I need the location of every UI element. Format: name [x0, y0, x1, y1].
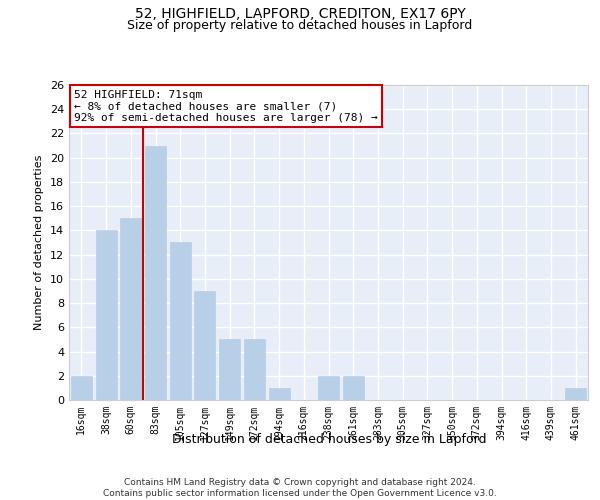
Text: Size of property relative to detached houses in Lapford: Size of property relative to detached ho…	[127, 19, 473, 32]
Bar	[269, 388, 290, 400]
Text: Distribution of detached houses by size in Lapford: Distribution of detached houses by size …	[172, 432, 486, 446]
Bar	[170, 242, 191, 400]
Bar	[120, 218, 141, 400]
Text: 52, HIGHFIELD, LAPFORD, CREDITON, EX17 6PY: 52, HIGHFIELD, LAPFORD, CREDITON, EX17 6…	[134, 8, 466, 22]
Text: 52 HIGHFIELD: 71sqm
← 8% of detached houses are smaller (7)
92% of semi-detached: 52 HIGHFIELD: 71sqm ← 8% of detached hou…	[74, 90, 378, 123]
Bar	[194, 291, 215, 400]
Bar	[145, 146, 166, 400]
Bar	[71, 376, 92, 400]
Text: Contains HM Land Registry data © Crown copyright and database right 2024.
Contai: Contains HM Land Registry data © Crown c…	[103, 478, 497, 498]
Bar	[219, 340, 240, 400]
Y-axis label: Number of detached properties: Number of detached properties	[34, 155, 44, 330]
Bar	[565, 388, 586, 400]
Bar	[318, 376, 339, 400]
Bar	[343, 376, 364, 400]
Bar	[244, 340, 265, 400]
Bar	[95, 230, 116, 400]
